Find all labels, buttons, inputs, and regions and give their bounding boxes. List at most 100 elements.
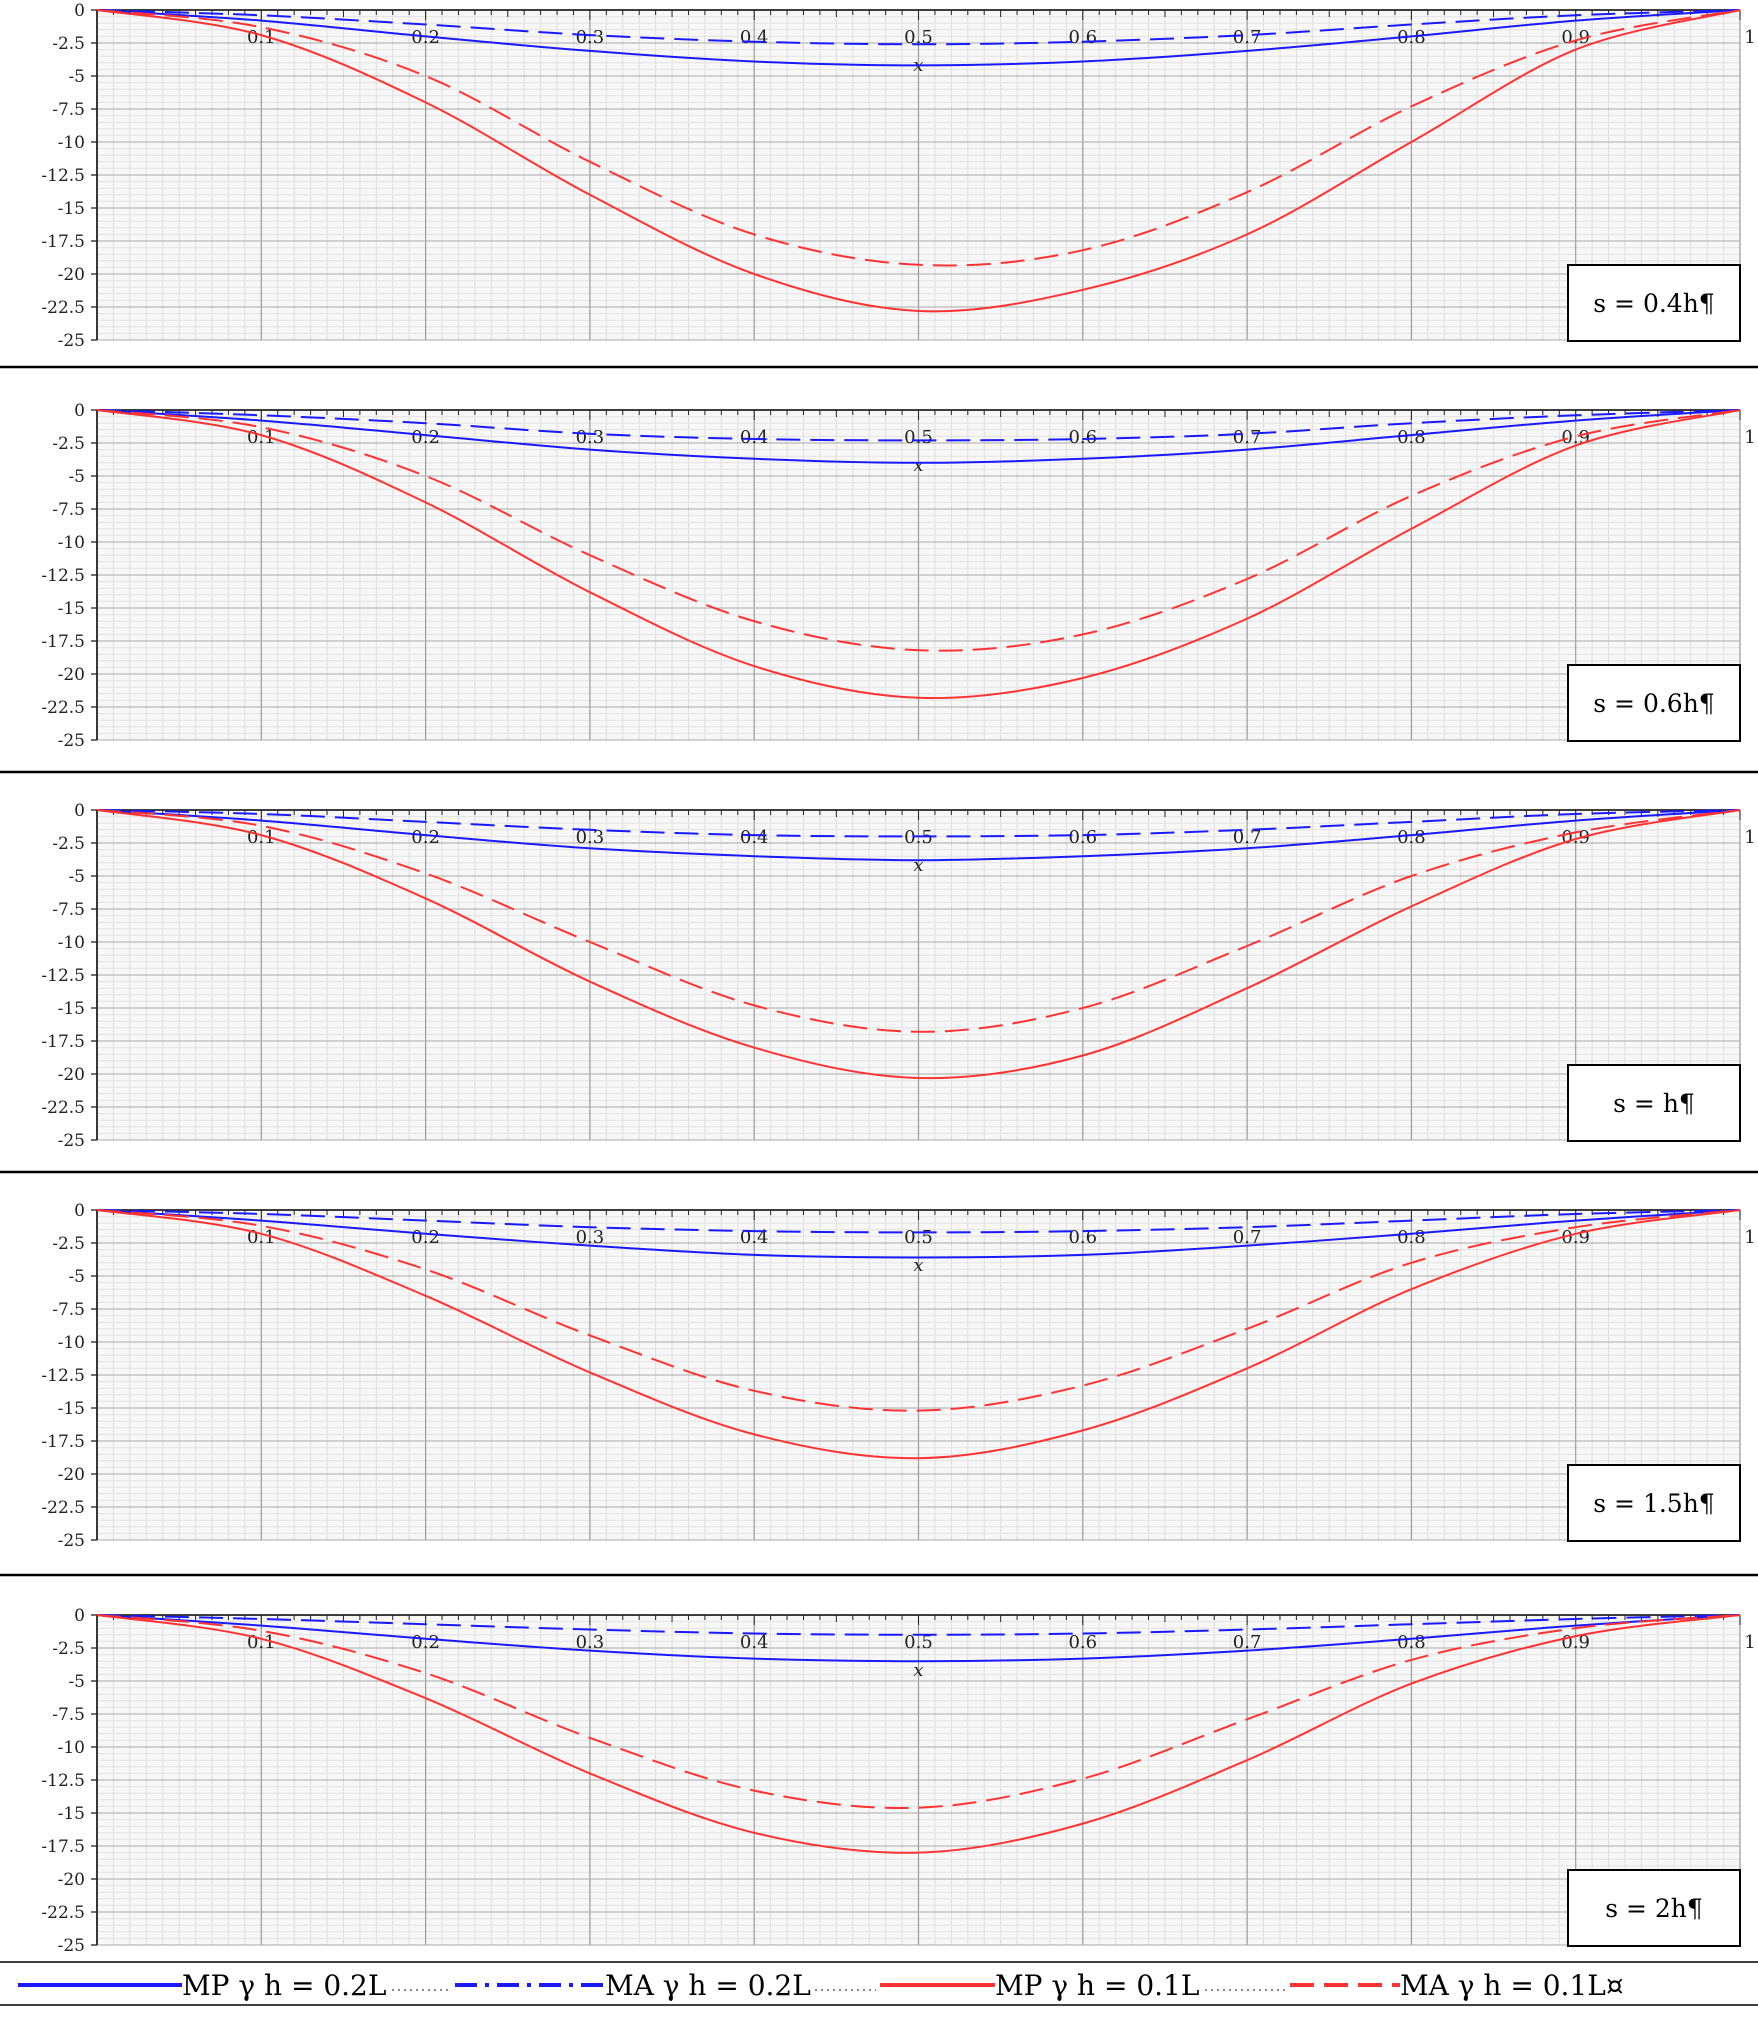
- annotation-label: s = 2h¶: [1605, 1894, 1703, 1923]
- annotation-label: s = h¶: [1613, 1089, 1695, 1118]
- chart-panel-4: 0 -2.5 -5 -7.5 -10 -12.5 -15 -17.5 -20 -22.5 -25 0.…: [41, 1201, 1755, 1551]
- x-tick-label: 1: [1744, 27, 1755, 48]
- x-axis-label: x: [913, 455, 923, 476]
- x-tick-label: 0.4: [740, 1632, 769, 1653]
- x-tick-label: 0.8: [1397, 27, 1426, 48]
- x-tick-label: 0.6: [1068, 427, 1097, 448]
- x-tick-label: 0.7: [1233, 427, 1262, 448]
- y-tick-label: -7.5: [52, 1705, 85, 1725]
- y-tick-label: -10: [58, 1738, 85, 1758]
- y-tick-label: -25: [58, 1936, 85, 1956]
- x-tick-label: 0.3: [576, 27, 605, 48]
- y-tick-label: -17.5: [41, 232, 85, 252]
- chart-panel-5: 0 -2.5 -5 -7.5 -10 -12.5 -15 -17.5 -20 -22.5 -25 0.…: [41, 1606, 1755, 1956]
- annotation-box: [1567, 1464, 1741, 1542]
- x-tick-label: 0.2: [411, 1227, 440, 1248]
- x-tick-label: 0.2: [411, 27, 440, 48]
- legend: MP γ h = 0.2L MA γ h = 0.2L MP γ h = 0.1L M…: [0, 1961, 1758, 2006]
- y-tick-label: 0: [74, 1201, 85, 1221]
- y-tick-label: -15: [58, 199, 85, 219]
- series-line-1: [96, 9, 1741, 67]
- x-tick-label: 0.6: [1068, 1227, 1097, 1248]
- series-line-2: [96, 9, 1741, 46]
- x-axis-label: x: [913, 1255, 923, 1276]
- y-tick-label: -17.5: [41, 632, 85, 652]
- annotation-label: s = 0.4h¶: [1593, 289, 1714, 318]
- y-tick-label: -2.5: [52, 1234, 85, 1254]
- y-tick-label: -5: [68, 1672, 85, 1692]
- x-tick-label: 0.8: [1397, 1632, 1426, 1653]
- x-tick-label: 0.8: [1397, 827, 1426, 848]
- y-tick-label: -5: [68, 67, 85, 87]
- series-line-2: [96, 409, 1741, 442]
- y-tick-label: -10: [58, 533, 85, 553]
- legend-label-3: MP γ h = 0.1L: [995, 1969, 1199, 2002]
- y-tick-label: -17.5: [41, 1432, 85, 1452]
- annotation-label: s = 0.6h¶: [1593, 689, 1714, 718]
- x-tick-label: 0.9: [1561, 1227, 1590, 1248]
- y-tick-label: -10: [58, 1333, 85, 1353]
- y-tick-label: -22.5: [41, 1498, 85, 1518]
- x-tick-label: 1: [1744, 1227, 1755, 1248]
- series-line-2: [96, 1209, 1741, 1234]
- x-tick-label: 0.7: [1233, 827, 1262, 848]
- x-tick-label: 0.3: [576, 1227, 605, 1248]
- annotation-box: [1567, 264, 1741, 342]
- y-tick-label: -5: [68, 1267, 85, 1287]
- y-tick-label: -12.5: [41, 1771, 85, 1791]
- x-tick-label: 0.2: [411, 827, 440, 848]
- series-line-4: [96, 809, 1741, 1033]
- x-tick-label: 0.6: [1068, 827, 1097, 848]
- y-tick-label: -12.5: [41, 1366, 85, 1386]
- x-tick-label: 0.2: [411, 1632, 440, 1653]
- annotation-box: [1567, 1869, 1741, 1947]
- series-line-3: [96, 1614, 1741, 1854]
- annotation-box: [1567, 1064, 1741, 1142]
- x-tick-label: 0.5: [904, 27, 933, 48]
- y-tick-label: -10: [58, 133, 85, 153]
- y-tick-label: -20: [58, 665, 85, 685]
- series-line-4: [96, 1614, 1741, 1809]
- y-tick-label: -17.5: [41, 1837, 85, 1857]
- x-tick-label: 1: [1744, 1632, 1755, 1653]
- x-tick-label: 0.3: [576, 827, 605, 848]
- series-line-4: [96, 409, 1741, 652]
- x-tick-label: 0.5: [904, 827, 933, 848]
- legend-label-1: MP γ h = 0.2L: [182, 1969, 386, 2002]
- y-tick-label: -10: [58, 933, 85, 953]
- series-line-4: [96, 1209, 1741, 1412]
- legend-label-4: MA γ h = 0.1L¤: [1400, 1969, 1624, 2002]
- y-tick-label: -2.5: [52, 834, 85, 854]
- y-tick-label: 0: [74, 801, 85, 821]
- x-tick-label: 0.4: [740, 1227, 769, 1248]
- x-tick-label: 1: [1744, 427, 1755, 448]
- y-tick-label: -7.5: [52, 900, 85, 920]
- y-tick-label: -7.5: [52, 100, 85, 120]
- y-tick-label: -20: [58, 265, 85, 285]
- y-tick-label: -7.5: [52, 1300, 85, 1320]
- x-tick-label: 0.5: [904, 1227, 933, 1248]
- y-tick-label: -25: [58, 1531, 85, 1551]
- y-tick-label: 0: [74, 1606, 85, 1626]
- series-line-2: [96, 809, 1741, 838]
- chart-panel-3: 0 -2.5 -5 -7.5 -10 -12.5 -15 -17.5 -20 -22.5 -25 0.…: [41, 801, 1755, 1151]
- x-tick-label: 0.7: [1233, 1227, 1262, 1248]
- series-line-1: [96, 1209, 1741, 1259]
- series-line-3: [96, 409, 1741, 700]
- chart-panel-2: 0 -2.5 -5 -7.5 -10 -12.5 -15 -17.5 -20 -22.5 -25 0.…: [41, 401, 1755, 751]
- y-tick-label: -2.5: [52, 34, 85, 54]
- series-line-3: [96, 809, 1741, 1080]
- annotation-box: [1567, 664, 1741, 742]
- y-tick-label: -15: [58, 1804, 85, 1824]
- x-tick-label: 0.1: [247, 1632, 276, 1653]
- y-tick-label: 0: [74, 1, 85, 21]
- y-tick-label: -25: [58, 331, 85, 351]
- x-axis-label: x: [913, 855, 923, 876]
- y-tick-label: -2.5: [52, 1639, 85, 1659]
- x-tick-label: 1: [1744, 827, 1755, 848]
- y-tick-label: -5: [68, 467, 85, 487]
- x-tick-label: 0.7: [1233, 1632, 1262, 1653]
- y-tick-label: -22.5: [41, 698, 85, 718]
- y-tick-label: -12.5: [41, 566, 85, 586]
